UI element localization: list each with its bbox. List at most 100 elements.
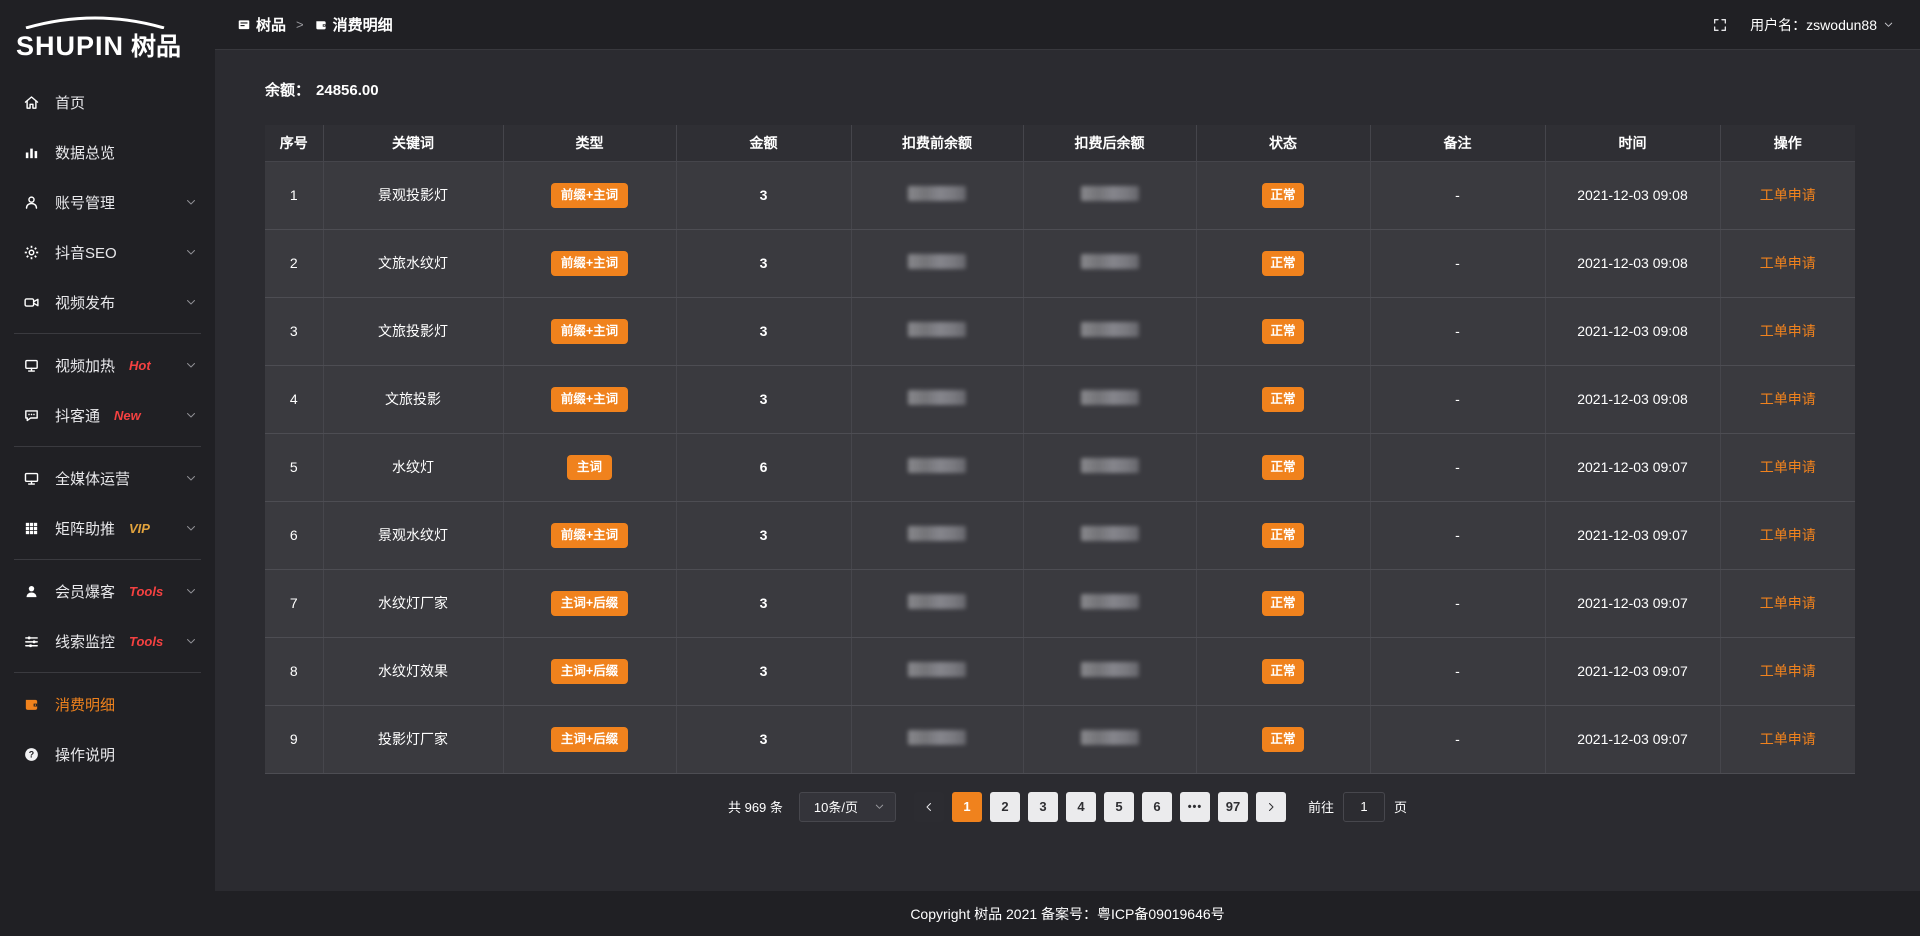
cell-index: 1 xyxy=(265,161,324,230)
cell-action: 工单申请 xyxy=(1720,297,1855,366)
sidebar-item-label: 全媒体运营 xyxy=(55,470,131,488)
type-badge: 主词+后缀 xyxy=(550,590,629,616)
cell-pre_balance xyxy=(851,433,1024,502)
sidebar-item-label: 数据总览 xyxy=(55,144,116,162)
breadcrumb-item-shupin[interactable]: 树品 xyxy=(237,14,286,35)
cell-action: 工单申请 xyxy=(1720,501,1855,570)
column-header-type: 类型 xyxy=(503,125,677,162)
status-badge: 正常 xyxy=(1262,590,1304,616)
cell-time: 2021-12-03 09:07 xyxy=(1545,569,1721,638)
column-header-time: 时间 xyxy=(1545,125,1721,162)
cell-status: 正常 xyxy=(1196,637,1371,706)
page-size-select[interactable]: 10条/页 xyxy=(798,791,896,822)
work-order-link[interactable]: 工单申请 xyxy=(1759,255,1816,271)
cell-amount: 3 xyxy=(676,569,852,638)
sidebar-item-consume-detail[interactable]: 消费明细 xyxy=(0,679,215,729)
page-button-3[interactable]: 3 xyxy=(1027,791,1058,822)
sidebar-divider xyxy=(14,672,201,673)
app-logo[interactable]: SHUPIN 树品 xyxy=(0,8,215,77)
sidebar-item-matrix-boost[interactable]: 矩阵助推 VIP xyxy=(0,503,215,553)
chevron-down-icon xyxy=(185,522,197,534)
cell-keyword: 文旅投影 xyxy=(323,365,504,434)
page-button-2[interactable]: 2 xyxy=(989,791,1020,822)
chevron-down-icon xyxy=(185,585,197,597)
cell-index: 9 xyxy=(265,705,324,774)
cell-type: 前缀+主词 xyxy=(503,161,677,230)
wallet-icon xyxy=(23,696,40,713)
svg-text:?: ? xyxy=(29,749,34,759)
sidebar-item-douketong[interactable]: 抖客通 New xyxy=(0,390,215,440)
sidebar-item-data-overview[interactable]: 数据总览 xyxy=(0,127,215,177)
user-menu[interactable]: 用户名：zswodun88 xyxy=(1750,15,1894,35)
sidebar-item-instructions[interactable]: ? 操作说明 xyxy=(0,729,215,779)
sidebar-divider xyxy=(14,559,201,560)
pagination-total: 共 969 条 xyxy=(727,800,783,815)
pagination-ellipsis[interactable]: ••• xyxy=(1179,791,1210,822)
chevron-down-icon xyxy=(185,246,197,258)
cell-amount: 3 xyxy=(676,365,852,434)
sidebar-item-clue-monitor[interactable]: 线索监控 Tools xyxy=(0,616,215,666)
sidebar-item-video-heat[interactable]: 视频加热 Hot xyxy=(0,340,215,390)
page-button-5[interactable]: 5 xyxy=(1103,791,1134,822)
status-badge: 正常 xyxy=(1262,250,1304,276)
cell-amount: 3 xyxy=(676,705,852,774)
chevron-down-icon xyxy=(185,296,197,308)
sidebar-item-home[interactable]: 首页 xyxy=(0,77,215,127)
sidebar-item-video-publish[interactable]: 视频发布 xyxy=(0,277,215,327)
page-button-97[interactable]: 97 xyxy=(1217,791,1248,822)
cell-time: 2021-12-03 09:08 xyxy=(1545,229,1721,298)
cell-amount: 3 xyxy=(676,229,852,298)
cell-pre_balance xyxy=(851,637,1024,706)
work-order-link[interactable]: 工单申请 xyxy=(1759,595,1816,611)
cell-type: 主词+后缀 xyxy=(503,569,677,638)
sidebar-item-douyin-seo[interactable]: 抖音SEO xyxy=(0,227,215,277)
fullscreen-icon[interactable] xyxy=(1712,17,1728,33)
sidebar-item-badge: Tools xyxy=(129,583,164,599)
cell-amount: 6 xyxy=(676,433,852,502)
page-button-6[interactable]: 6 xyxy=(1141,791,1172,822)
cell-keyword: 水纹灯 xyxy=(323,433,504,502)
cell-remark: - xyxy=(1370,569,1546,638)
sidebar-item-member-burst[interactable]: 会员爆客 Tools xyxy=(0,566,215,616)
work-order-link[interactable]: 工单申请 xyxy=(1759,527,1816,543)
cell-index: 6 xyxy=(265,501,324,570)
logo-text-en: SHUPIN xyxy=(16,31,125,61)
work-order-link[interactable]: 工单申请 xyxy=(1759,663,1816,679)
work-order-link[interactable]: 工单申请 xyxy=(1759,731,1816,747)
balance: 余额： 24856.00 xyxy=(265,79,1855,100)
cell-amount: 3 xyxy=(676,297,852,366)
sidebar: SHUPIN 树品 首页数据总览账号管理抖音SEO 视频发布视频加热 Hot 抖客通 N… xyxy=(0,0,215,936)
work-order-link[interactable]: 工单申请 xyxy=(1759,187,1816,203)
redacted-value xyxy=(908,730,966,745)
cell-remark: - xyxy=(1370,637,1546,706)
copyright-text: Copyright 树品 2021 备案号：粤ICP备09019646号 xyxy=(910,905,1225,922)
breadcrumb-separator: > xyxy=(296,17,304,32)
cell-status: 正常 xyxy=(1196,433,1371,502)
type-badge: 前缀+主词 xyxy=(550,318,629,344)
sidebar-item-account-manage[interactable]: 账号管理 xyxy=(0,177,215,227)
sidebar-item-media-operation[interactable]: 全媒体运营 xyxy=(0,453,215,503)
consume-table: 序号 关键词 类型 金额 扣费前余额 扣费后余额 状态 备注 时间 操作 1 景观投影灯 前缀+主词 3 正… xyxy=(265,125,1855,774)
work-order-link[interactable]: 工单申请 xyxy=(1759,391,1816,407)
cell-index: 4 xyxy=(265,365,324,434)
chevron-right-icon xyxy=(1265,801,1277,813)
prev-page-button[interactable] xyxy=(913,791,944,822)
cell-time: 2021-12-03 09:07 xyxy=(1545,637,1721,706)
redacted-value xyxy=(908,254,966,269)
page-button-1[interactable]: 1 xyxy=(951,791,982,822)
chevron-down-icon xyxy=(185,409,197,421)
breadcrumb-label: 消费明细 xyxy=(332,17,393,34)
page-button-4[interactable]: 4 xyxy=(1065,791,1096,822)
work-order-link[interactable]: 工单申请 xyxy=(1759,459,1816,475)
cell-type: 主词+后缀 xyxy=(503,637,677,706)
cell-index: 5 xyxy=(265,433,324,502)
goto-page-input[interactable] xyxy=(1343,791,1385,822)
work-order-link[interactable]: 工单申请 xyxy=(1759,323,1816,339)
cell-status: 正常 xyxy=(1196,229,1371,298)
breadcrumb-item-consume-detail[interactable]: 消费明细 xyxy=(314,14,393,35)
cell-post_balance xyxy=(1023,229,1197,298)
next-page-button[interactable] xyxy=(1255,791,1286,822)
user-icon xyxy=(23,194,40,211)
sidebar-item-label: 账号管理 xyxy=(55,194,116,212)
grid-icon xyxy=(23,520,40,537)
